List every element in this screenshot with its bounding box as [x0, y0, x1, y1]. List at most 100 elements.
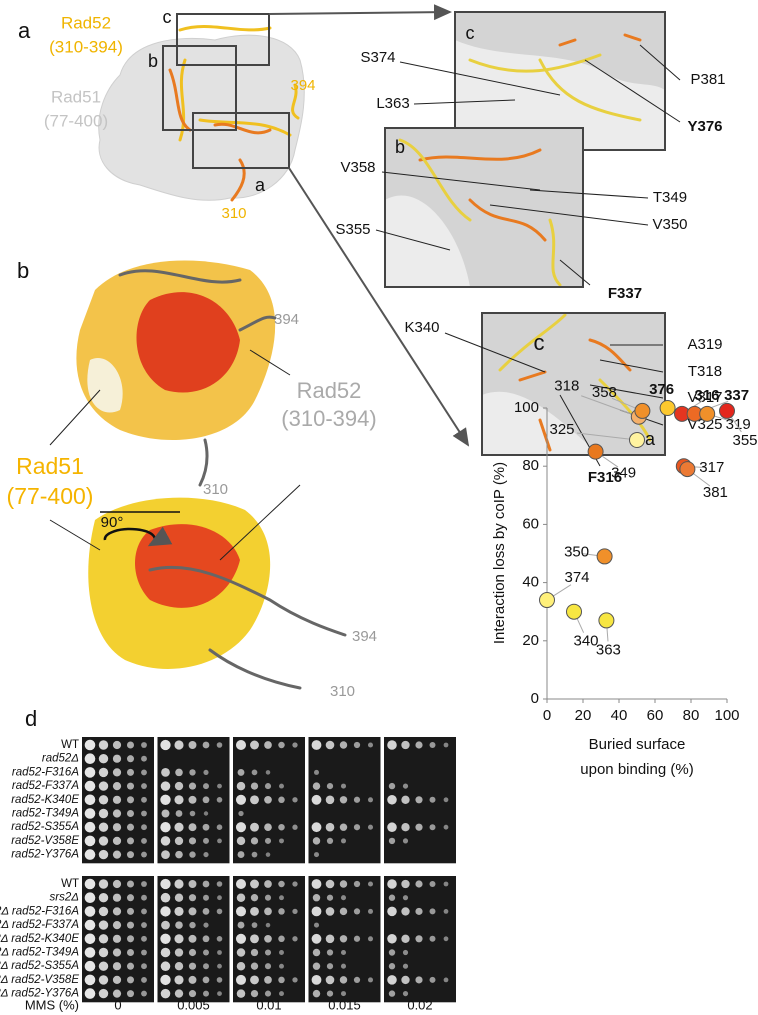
spot — [353, 935, 361, 942]
spot — [250, 962, 259, 970]
spot — [98, 988, 109, 999]
spot — [237, 921, 245, 929]
x-tick-label: 0 — [543, 707, 551, 724]
spot — [112, 989, 122, 998]
point-label: 376 — [649, 381, 674, 398]
spot — [250, 989, 259, 998]
spot — [126, 796, 135, 804]
spot — [353, 908, 361, 915]
spot — [311, 822, 322, 833]
spot — [141, 922, 147, 929]
spot — [98, 975, 109, 985]
y-tick-label: 0 — [531, 690, 539, 707]
leader — [399, 61, 561, 96]
spot — [216, 977, 223, 983]
spot — [402, 783, 409, 789]
end-label: 310 — [221, 205, 246, 222]
residue-label: F316 — [588, 469, 622, 486]
spot — [264, 795, 272, 804]
residue-label: V350 — [652, 216, 687, 233]
x-axis-title: upon binding (%) — [580, 761, 693, 778]
spot — [98, 849, 109, 860]
spot — [278, 741, 285, 749]
spot — [402, 895, 409, 901]
spot — [340, 963, 347, 969]
spot — [188, 907, 197, 916]
spot — [339, 976, 348, 984]
spot — [174, 989, 184, 998]
rad52-peptide — [148, 565, 347, 690]
spot — [141, 824, 147, 831]
spot — [202, 823, 210, 831]
spot — [429, 976, 436, 983]
point-label: 350 — [564, 543, 589, 560]
spot — [388, 949, 396, 956]
spot — [311, 794, 322, 805]
spot — [292, 936, 298, 942]
spot — [160, 974, 171, 986]
spot — [415, 976, 423, 984]
spot — [188, 894, 197, 902]
spot — [217, 783, 222, 789]
spot — [265, 770, 271, 775]
rad52-label: Rad52 — [61, 13, 111, 32]
y-axis-title: Interaction loss by coIP (%) — [491, 462, 508, 644]
spot — [250, 822, 259, 832]
peptide — [468, 53, 642, 122]
spot — [367, 908, 374, 914]
strain-label: rad52-K340E — [11, 794, 79, 806]
side-chain — [558, 33, 642, 47]
spot — [174, 781, 184, 791]
spot — [188, 795, 197, 804]
leader — [249, 349, 291, 376]
spot — [264, 837, 272, 844]
spot — [112, 754, 122, 763]
mms-value: 0.02 — [407, 997, 432, 1012]
spot — [387, 795, 397, 805]
point — [587, 443, 604, 460]
spot — [126, 809, 135, 818]
spot — [203, 852, 209, 858]
spot — [353, 741, 361, 749]
spot — [141, 769, 147, 776]
spot — [278, 976, 285, 984]
x-axis-title: Buried surface — [589, 736, 686, 753]
spot — [325, 795, 335, 805]
spot — [264, 963, 272, 970]
spot — [112, 740, 122, 750]
spot — [339, 741, 348, 749]
spot — [98, 920, 109, 930]
zoom-letter: a — [645, 429, 656, 449]
spot — [84, 892, 96, 903]
spot — [250, 906, 259, 916]
spot — [98, 892, 109, 903]
spot — [279, 895, 284, 901]
x-tick-label: 40 — [611, 707, 628, 724]
spot — [443, 881, 449, 887]
spot — [388, 963, 396, 970]
end-label: 310 — [330, 683, 355, 700]
spot — [84, 960, 96, 972]
spot — [292, 797, 298, 803]
spot — [311, 933, 322, 944]
spot — [443, 742, 449, 748]
spot — [98, 879, 109, 889]
spot — [217, 991, 222, 996]
spot — [443, 824, 449, 830]
spot — [401, 795, 410, 804]
spot — [387, 879, 397, 889]
spot — [84, 974, 96, 986]
spot — [126, 880, 135, 888]
point-label: 355 — [732, 432, 757, 449]
spot — [402, 838, 409, 844]
point-label: 374 — [564, 569, 589, 586]
spot — [250, 740, 259, 750]
spot — [339, 880, 348, 888]
spot — [388, 782, 396, 790]
spot — [325, 822, 335, 832]
spot — [188, 948, 197, 957]
spot — [415, 880, 423, 888]
rad52-peptide — [178, 24, 300, 142]
point — [699, 405, 716, 422]
spot — [84, 988, 96, 999]
